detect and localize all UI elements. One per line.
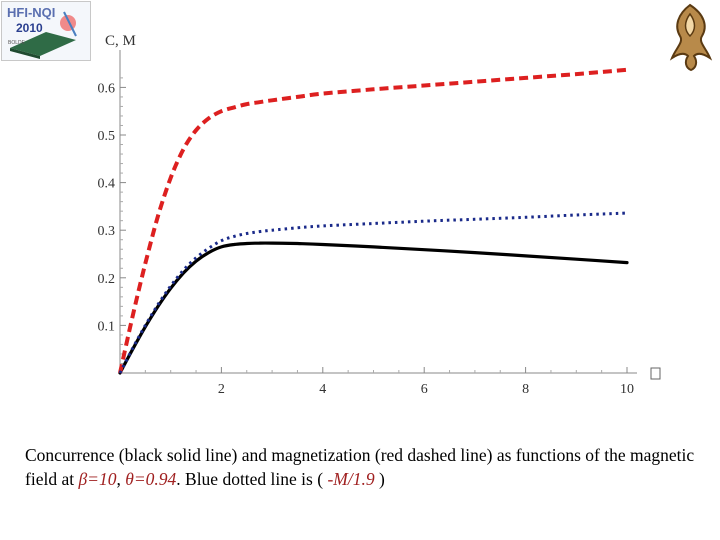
series-line-dashed (118, 67, 628, 374)
caption-separator: , (116, 469, 126, 489)
caption-text-2: . Blue dotted line is ( (176, 469, 328, 489)
series-line-solid (118, 241, 629, 375)
caption-text-3: ) (374, 469, 385, 489)
y-tick-label: 0.6 (98, 81, 116, 96)
y-tick-label: 0.4 (98, 177, 116, 192)
y-tick-label: 0.3 (98, 224, 116, 239)
logo-small-text: BOLDE (8, 40, 25, 46)
y-tick-label: 0.1 (98, 319, 116, 334)
x-tick-label: 10 (620, 382, 634, 397)
series-line-dotted (118, 211, 628, 374)
caption-ratio: -M/1.9 (327, 469, 375, 489)
institute-emblem-icon (669, 3, 713, 72)
caption-beta: β=10 (78, 469, 117, 489)
logo-title: HFI-NQI (7, 5, 56, 20)
y-tick-label: 0.2 (98, 272, 116, 287)
x-tick-label: 8 (522, 382, 529, 397)
placeholder-glyph-icon (650, 367, 661, 380)
caption-text: Concurrence (black solid line) and magne… (25, 445, 695, 489)
logo-year: 2010 (16, 21, 43, 35)
y-tick-label: 0.5 (98, 129, 116, 144)
x-tick-label: 2 (218, 382, 225, 397)
chart-axes: 2 4 6 8 10 0.1 0.2 0.3 0.4 0.5 0.6 (98, 50, 637, 397)
x-tick-label: 6 (421, 382, 428, 397)
conference-logo: HFI-NQI 2010 BOLDE (1, 1, 91, 61)
x-tick-label: 4 (319, 382, 326, 397)
conference-logo-graphic (10, 11, 77, 59)
caption-theta: θ=0.94 (125, 469, 177, 489)
figure-caption: Concurrence (black solid line) and magne… (25, 443, 705, 491)
y-axis-label: C, M (105, 33, 136, 49)
chart-series-layer (118, 67, 629, 375)
